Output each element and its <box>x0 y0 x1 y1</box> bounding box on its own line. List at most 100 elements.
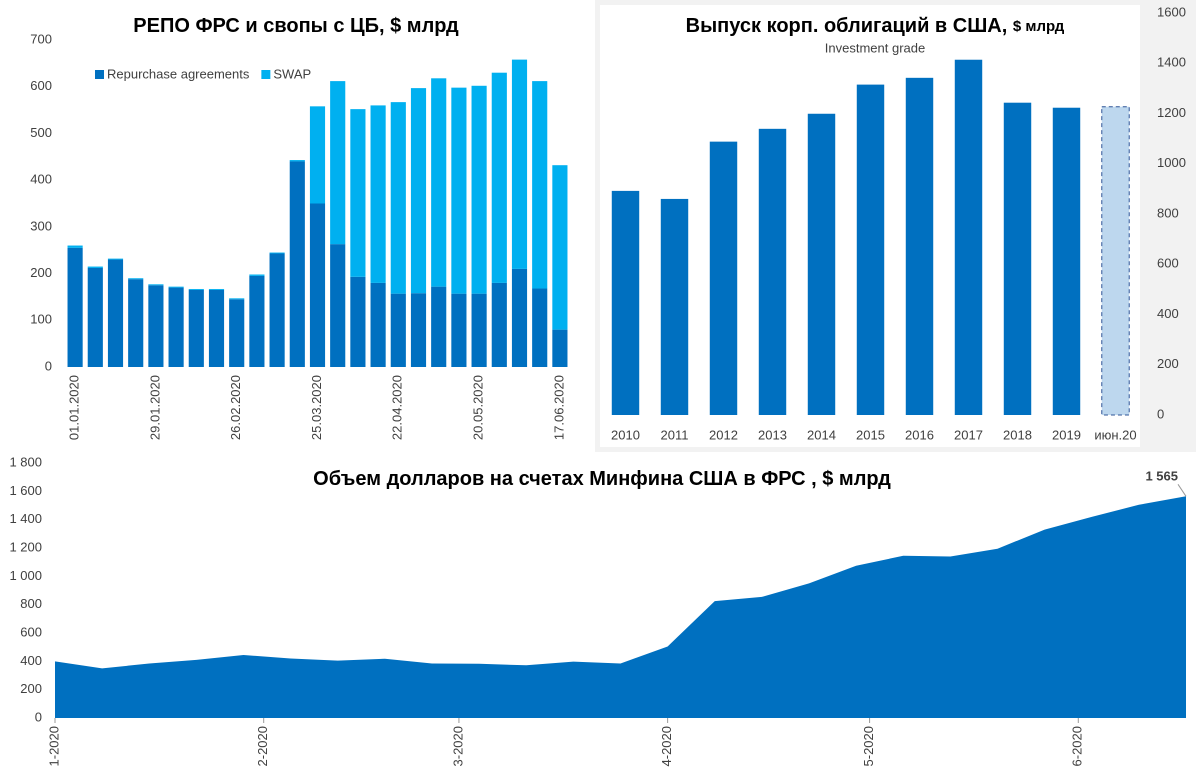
bar-segment <box>289 160 305 162</box>
x-tick-label: 25.03.2020 <box>309 375 324 440</box>
bar-segment <box>128 278 144 280</box>
x-tick-label: 6-2020 <box>1070 726 1085 766</box>
legend-label: Repurchase agreements <box>107 66 250 81</box>
bar-segment <box>330 81 346 245</box>
bar-segment <box>148 285 164 367</box>
y-tick-label: 1000 <box>1157 155 1186 170</box>
x-tick-label: 2016 <box>905 427 934 442</box>
bar-segment <box>370 105 386 283</box>
x-tick-label: 2018 <box>1003 427 1032 442</box>
x-tick-label: 17.06.2020 <box>551 375 566 440</box>
x-tick-label: 2015 <box>856 427 885 442</box>
chart-title: РЕПО ФРС и свопы с ЦБ, $ млрд <box>133 15 459 37</box>
bar-segment <box>229 298 245 300</box>
bar <box>905 77 934 415</box>
y-tick-label: 0 <box>35 709 42 724</box>
bar <box>1003 102 1032 415</box>
bar <box>611 190 640 415</box>
y-tick-label: 600 <box>20 624 42 639</box>
y-tick-label: 1 200 <box>9 539 42 554</box>
x-tick-label: 5-2020 <box>861 726 876 766</box>
y-tick-label: 600 <box>1157 256 1179 271</box>
bar-segment <box>67 245 83 248</box>
y-tick-label: 1200 <box>1157 105 1186 120</box>
x-tick-label: 3-2020 <box>450 726 465 766</box>
y-tick-label: 1 600 <box>9 483 42 498</box>
bar-segment <box>390 102 406 294</box>
x-tick-label: 2013 <box>758 427 787 442</box>
bar-segment <box>107 259 124 367</box>
bar-segment <box>229 299 245 367</box>
x-tick-label: 2014 <box>807 427 836 442</box>
y-tick-label: 400 <box>1157 306 1179 321</box>
y-tick-label: 400 <box>30 172 52 187</box>
y-tick-label: 800 <box>20 596 42 611</box>
bar-segment <box>87 266 103 268</box>
x-tick-label: 29.01.2020 <box>147 375 162 440</box>
y-tick-label: 1 800 <box>9 454 42 469</box>
bar-segment <box>249 274 265 276</box>
bar-segment <box>269 253 285 367</box>
legend-swatch <box>95 70 104 79</box>
title-text: РЕПО ФРС и свопы с ЦБ, $ млрд <box>133 15 459 37</box>
y-tick-label: 1400 <box>1157 55 1186 70</box>
bar-segment <box>330 244 346 367</box>
x-tick-label: 2019 <box>1052 427 1081 442</box>
y-tick-label: 300 <box>30 218 52 233</box>
bar-segment <box>390 293 406 367</box>
x-tick-label: 2-2020 <box>255 726 270 766</box>
bar-segment <box>168 286 184 288</box>
bar-segment <box>451 87 467 294</box>
legend-label: SWAP <box>273 66 311 81</box>
x-tick-label: 2011 <box>661 427 689 442</box>
x-tick-label: 01.01.2020 <box>67 375 82 440</box>
bar-segment <box>67 247 83 367</box>
x-tick-label: 26.02.2020 <box>228 375 243 440</box>
bar-segment <box>410 88 427 294</box>
title-text: Выпуск корп. облигаций в США, <box>686 15 1008 37</box>
chart-title: Объем долларов на счетах Минфина США в Ф… <box>313 468 891 490</box>
y-tick-label: 1 000 <box>9 568 42 583</box>
x-tick-label: 22.04.2020 <box>390 375 405 440</box>
bar-segment <box>552 165 568 330</box>
bar <box>954 59 983 416</box>
bar-segment <box>208 288 225 290</box>
bar-segment <box>431 286 447 367</box>
y-tick-label: 200 <box>1157 356 1179 371</box>
chart-title: Выпуск корп. облигаций в США, $ млрд <box>686 15 1065 37</box>
bar-segment <box>128 279 144 367</box>
bar-segment <box>552 329 568 367</box>
bar-segment <box>491 282 507 367</box>
bar <box>758 128 787 416</box>
x-tick-label: 1-2020 <box>46 726 61 766</box>
bar-segment <box>188 288 204 290</box>
bar-segment <box>87 267 103 367</box>
y-tick-label: 0 <box>1157 406 1164 421</box>
y-tick-label: 500 <box>30 125 52 140</box>
y-tick-label: 200 <box>30 265 52 280</box>
bar-segment <box>532 81 548 289</box>
bar-segment <box>168 287 184 367</box>
bar-segment <box>350 276 366 367</box>
bar <box>660 198 689 415</box>
bar <box>856 84 885 415</box>
x-tick-label: 2017 <box>954 427 983 442</box>
bar <box>807 113 836 415</box>
bar <box>1052 107 1081 415</box>
bar-segment <box>208 289 225 367</box>
bar-segment <box>350 109 366 277</box>
bar-segment <box>511 59 528 269</box>
y-tick-label: 800 <box>1157 205 1179 220</box>
bar-segment <box>532 288 548 367</box>
bar-segment <box>451 293 467 367</box>
bar-segment <box>471 293 487 367</box>
x-tick-label: 20.05.2020 <box>471 375 486 440</box>
y-tick-label: 0 <box>45 358 52 373</box>
bar-segment <box>309 203 326 367</box>
bar-segment <box>309 106 326 204</box>
bar <box>709 141 738 415</box>
y-tick-label: 100 <box>30 312 52 327</box>
y-tick-label: 1 400 <box>9 511 42 526</box>
title-unit: $ млрд <box>1013 18 1065 35</box>
